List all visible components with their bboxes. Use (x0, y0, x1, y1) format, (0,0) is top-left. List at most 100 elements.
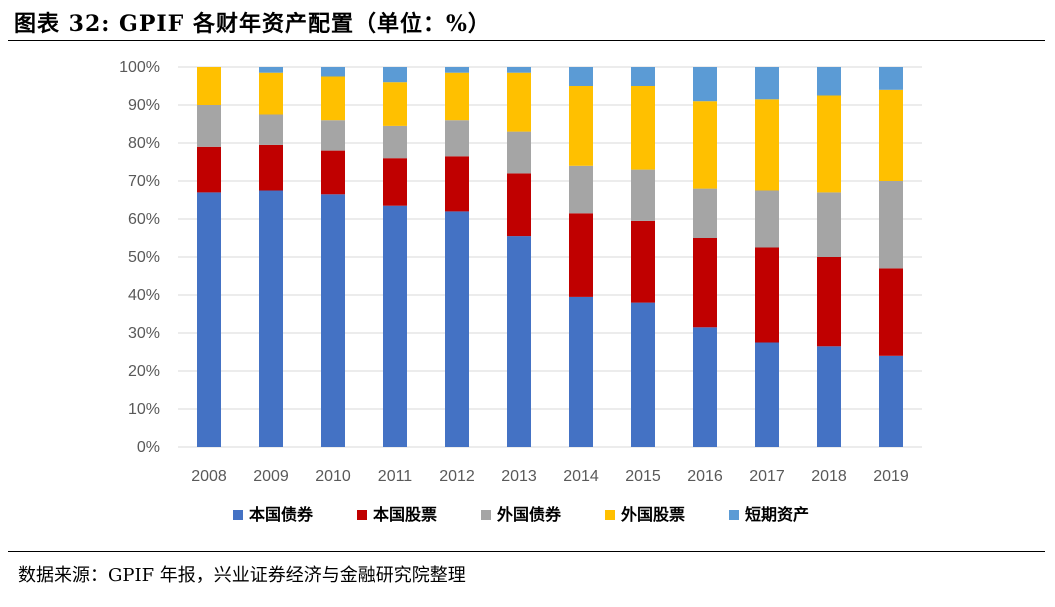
bar-segment (569, 67, 593, 86)
bar-segment (383, 158, 407, 206)
bar-segment (631, 67, 655, 86)
legend-swatch (481, 510, 491, 520)
bar-segment (879, 67, 903, 90)
bar-segment (507, 131, 531, 174)
bar-segment (879, 268, 903, 356)
x-tick-label: 2016 (687, 468, 723, 485)
bar-segment (507, 173, 531, 237)
legend-label: 外国债券 (496, 505, 562, 524)
bar-segment (693, 67, 717, 102)
bar-segment (631, 302, 655, 447)
x-tick-label: 2018 (811, 468, 847, 485)
bar-segment (259, 144, 283, 191)
bar-segment (383, 67, 407, 83)
bar-segment (383, 125, 407, 159)
bar-segment (259, 114, 283, 145)
bar-segment (383, 205, 407, 447)
y-tick-label: 50% (128, 249, 160, 266)
bar-segment (569, 296, 593, 447)
bar-segment (879, 355, 903, 447)
legend-swatch (729, 510, 739, 520)
legend-swatch (357, 510, 367, 520)
y-tick-label: 90% (128, 97, 160, 114)
x-tick-label: 2012 (439, 468, 475, 485)
bar-segment (321, 194, 345, 447)
y-tick-label: 10% (128, 401, 160, 418)
legend-label: 本国债券 (249, 505, 314, 524)
x-tick-label: 2019 (873, 468, 909, 485)
stacked-bar-chart: 0%10%20%30%40%50%60%70%80%90%100% 2008 20… (119, 59, 922, 524)
bar-segment (321, 67, 345, 77)
legend-item: 短期资产 (729, 505, 809, 524)
chart-title: 图表 32: GPIF 各财年资产配置（单位：%） (14, 11, 491, 37)
bar-segment (817, 192, 841, 257)
y-tick-label: 70% (128, 173, 160, 190)
title-rule (8, 40, 1045, 41)
source-rule (8, 551, 1045, 552)
bar-segment (693, 101, 717, 189)
x-tick-label: 2008 (191, 468, 227, 485)
source-note: 数据来源：GPIF 年报，兴业证券经济与金融研究院整理 (18, 565, 466, 586)
bar-segment (817, 67, 841, 96)
bar-segment (569, 213, 593, 297)
bar-segment (321, 76, 345, 121)
bar-segment (321, 150, 345, 195)
bar-segment (321, 120, 345, 151)
bar-segment (507, 72, 531, 132)
bar-segment (693, 327, 717, 447)
bar-segment (259, 67, 283, 73)
legend-swatch (233, 510, 243, 520)
bar-segment (445, 72, 469, 121)
x-tick-label: 2015 (625, 468, 661, 485)
bar-segment (569, 165, 593, 214)
bar-segment (817, 346, 841, 447)
y-tick-label: 80% (128, 135, 160, 152)
bar-segment (259, 72, 283, 115)
y-tick-label: 20% (128, 363, 160, 380)
bar-segment (197, 67, 221, 105)
y-tick-label: 40% (128, 287, 160, 304)
bar-segment (197, 105, 221, 147)
legend: 本国债券 本国股票 外国债券 外国股票 短期资产 (233, 505, 809, 524)
y-tick-label: 60% (128, 211, 160, 228)
legend-swatch (605, 510, 615, 520)
x-tick-label: 2010 (315, 468, 351, 485)
legend-item: 本国债券 (233, 505, 314, 524)
legend-label: 短期资产 (745, 505, 809, 524)
bars (197, 67, 903, 447)
bar-segment (755, 190, 779, 248)
bar-segment (631, 220, 655, 303)
bar-segment (817, 95, 841, 193)
bar-segment (879, 181, 903, 269)
bar-segment (507, 67, 531, 73)
bar-segment (693, 188, 717, 238)
x-tick-label: 2017 (749, 468, 785, 485)
bar-segment (197, 146, 221, 193)
x-tick-label: 2009 (253, 468, 289, 485)
bar-segment (445, 120, 469, 157)
bar-segment (755, 67, 779, 100)
bar-segment (755, 247, 779, 343)
y-tick-label: 30% (128, 325, 160, 342)
bar-segment (631, 86, 655, 170)
legend-item: 本国股票 (357, 505, 437, 524)
bar-segment (569, 86, 593, 166)
legend-label: 外国股票 (620, 505, 685, 524)
bar-segment (631, 169, 655, 221)
x-axis-ticks: 2008 2009 2010 2011 2012 2013 2014 2015 2016 2017… (191, 468, 909, 485)
bar-segment (383, 82, 407, 126)
bar-segment (197, 192, 221, 447)
bar-segment (879, 89, 903, 181)
legend-item: 外国债券 (481, 505, 562, 524)
bar-segment (755, 342, 779, 447)
bar-segment (755, 99, 779, 191)
y-tick-label: 0% (137, 439, 160, 456)
x-tick-label: 2011 (378, 468, 413, 485)
legend-item: 外国股票 (605, 505, 685, 524)
x-tick-label: 2014 (563, 468, 599, 485)
x-tick-label: 2013 (501, 468, 537, 485)
bar-segment (445, 211, 469, 447)
bar-segment (445, 67, 469, 73)
bar-segment (259, 190, 283, 447)
grid-lines (178, 66, 922, 448)
